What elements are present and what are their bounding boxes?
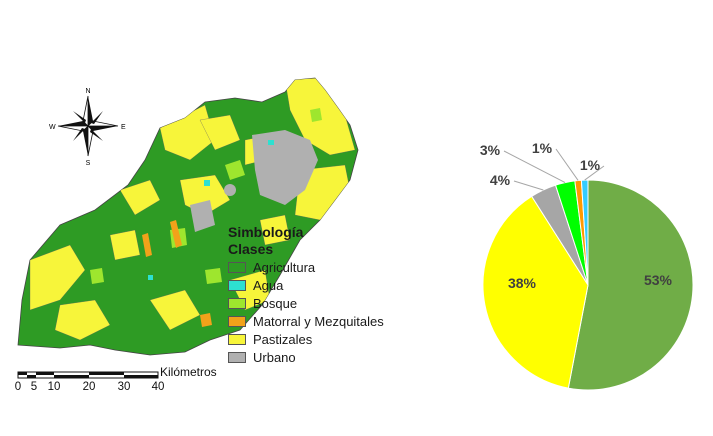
- study-area-region: [17, 77, 359, 356]
- pie-data-label: 1%: [580, 157, 601, 173]
- legend-swatch: [228, 297, 246, 309]
- compass-south-label: S: [86, 160, 91, 167]
- legend-item-matorral: Matorral y Mezquitales: [228, 312, 384, 330]
- legend-swatch: [228, 351, 246, 363]
- pie-leader-line: [513, 180, 544, 191]
- scale-tick-label: 20: [82, 381, 96, 393]
- legend-label: Agua: [253, 277, 284, 293]
- legend-label: Bosque: [253, 295, 298, 311]
- legend-subtitle: Clases: [228, 241, 274, 257]
- pie-slice: [580, 179, 589, 286]
- pie-data-label: 1%: [532, 140, 553, 156]
- legend-item-urbano: Urbano: [228, 348, 384, 366]
- legend-swatch: [228, 261, 246, 273]
- legend-swatch: [228, 279, 246, 291]
- land-cover-map: N S E W: [17, 77, 359, 379]
- legend-item-agua: Agua: [228, 276, 384, 294]
- pie-leader-line: [584, 165, 605, 181]
- pie-leader-line: [555, 148, 579, 181]
- pie-slice: [567, 179, 694, 391]
- legend-label: Pastizales: [253, 331, 313, 347]
- scale-bar-ticks: 0 5 10 20 30 40: [10, 381, 170, 395]
- scale-tick-label: 40: [151, 381, 165, 393]
- pie-data-label: 4%: [490, 172, 511, 188]
- legend-swatch: [228, 333, 246, 345]
- legend-title: Simbología: [228, 224, 304, 240]
- pie-leader-line: [503, 150, 566, 183]
- compass-east-label: E: [121, 124, 126, 131]
- legend-label: Agricultura: [253, 259, 316, 275]
- compass-north-label: N: [85, 88, 90, 95]
- legend-swatch: [228, 315, 246, 327]
- pie-data-label: 53%: [644, 272, 673, 288]
- legend-label: Matorral y Mezquitales: [253, 313, 384, 329]
- scale-bar: [17, 371, 159, 379]
- legend-item-agricultura: Agricultura: [228, 258, 384, 276]
- scale-unit-label: Kilómetros: [160, 365, 217, 379]
- scale-tick-label: 0: [14, 381, 22, 393]
- map-legend: Simbología Clases Agricultura Agua Bosqu…: [228, 224, 384, 366]
- legend-label: Urbano: [253, 349, 296, 365]
- scale-tick-label: 10: [47, 381, 61, 393]
- legend-item-bosque: Bosque: [228, 294, 384, 312]
- land-cover-pie-chart: 53% 38% 4% 3% 1% 1%: [480, 140, 694, 391]
- scale-tick-label: 30: [117, 381, 131, 393]
- pie-data-label: 38%: [508, 275, 537, 291]
- compass-west-label: W: [49, 124, 56, 131]
- pie-data-label: 3%: [480, 142, 501, 158]
- compass-rose: N S E W: [49, 88, 126, 167]
- legend-item-pastizales: Pastizales: [228, 330, 384, 348]
- scale-tick-label: 5: [30, 381, 38, 393]
